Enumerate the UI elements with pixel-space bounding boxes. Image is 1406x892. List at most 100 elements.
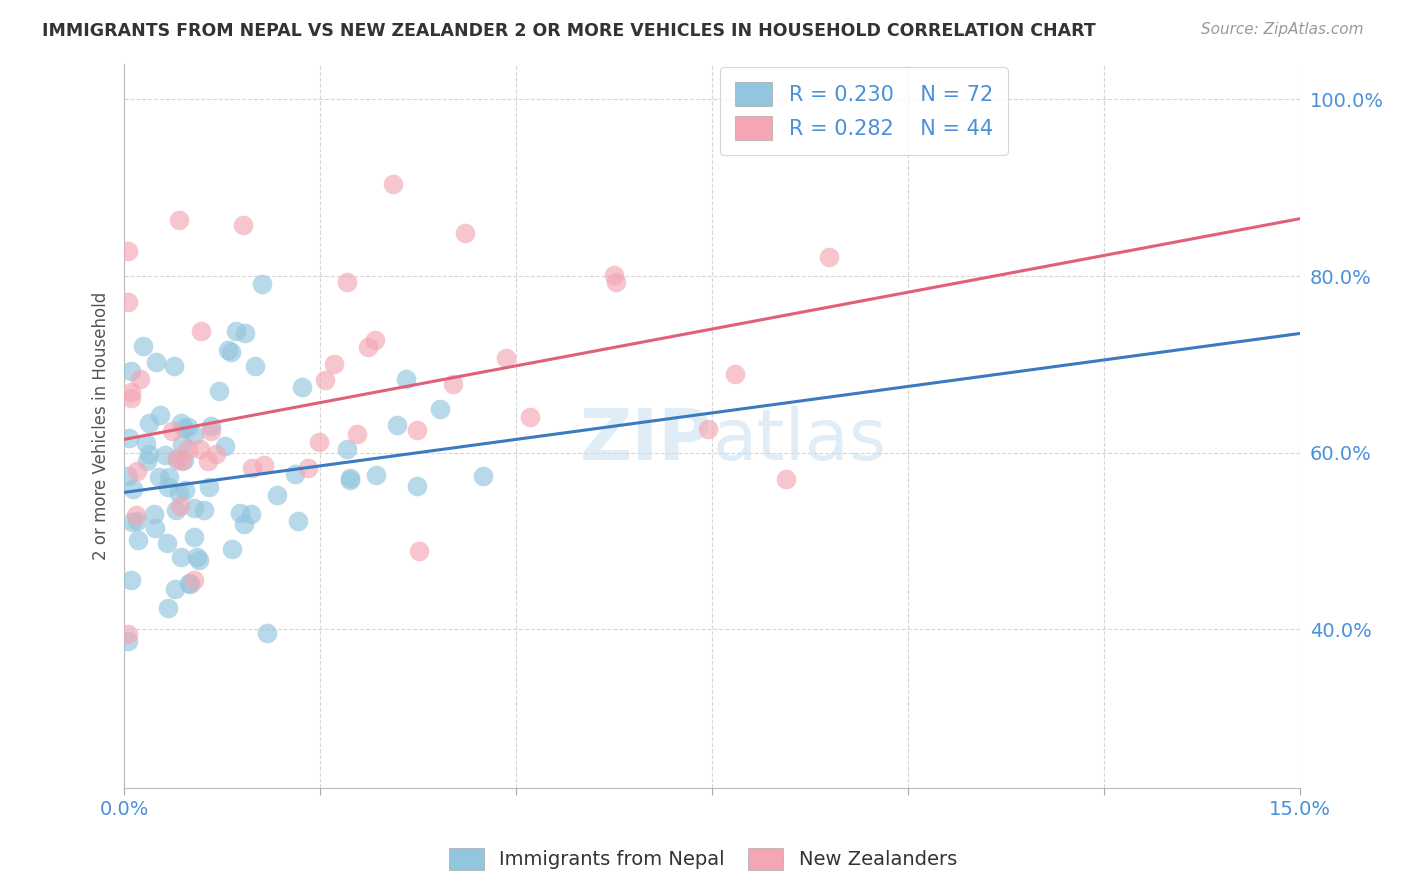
Point bbox=[454, 227, 477, 241]
Point bbox=[179, 575, 201, 590]
Point bbox=[117, 469, 139, 483]
Point bbox=[173, 453, 195, 467]
Point bbox=[183, 530, 205, 544]
Point bbox=[177, 420, 200, 434]
Point bbox=[163, 359, 186, 373]
Point bbox=[132, 339, 155, 353]
Point bbox=[127, 464, 149, 478]
Point bbox=[121, 516, 143, 530]
Point bbox=[170, 550, 193, 565]
Point bbox=[605, 275, 627, 289]
Point bbox=[117, 244, 139, 258]
Point bbox=[157, 470, 180, 484]
Point bbox=[172, 454, 194, 468]
Point bbox=[170, 416, 193, 430]
Point bbox=[495, 351, 517, 365]
Point bbox=[193, 503, 215, 517]
Point bbox=[174, 483, 197, 498]
Point bbox=[156, 536, 179, 550]
Point bbox=[183, 428, 205, 442]
Point bbox=[221, 541, 243, 556]
Point bbox=[346, 426, 368, 441]
Point bbox=[127, 514, 149, 528]
Point bbox=[122, 483, 145, 497]
Point bbox=[395, 372, 418, 386]
Point bbox=[818, 250, 841, 264]
Point bbox=[148, 469, 170, 483]
Point bbox=[233, 326, 256, 341]
Point bbox=[253, 458, 276, 473]
Point bbox=[243, 359, 266, 373]
Point bbox=[364, 467, 387, 482]
Point bbox=[200, 425, 222, 439]
Point bbox=[120, 385, 142, 400]
Point bbox=[156, 600, 179, 615]
Point bbox=[166, 450, 188, 465]
Point bbox=[336, 442, 359, 456]
Point bbox=[225, 324, 247, 338]
Point bbox=[284, 467, 307, 481]
Point bbox=[723, 367, 745, 381]
Text: ZIP: ZIP bbox=[581, 406, 713, 475]
Point bbox=[472, 469, 495, 483]
Point bbox=[170, 436, 193, 450]
Point bbox=[143, 521, 166, 535]
Point bbox=[775, 472, 797, 486]
Point bbox=[166, 453, 188, 467]
Point bbox=[120, 364, 142, 378]
Point bbox=[138, 417, 160, 431]
Point bbox=[162, 424, 184, 438]
Point bbox=[382, 178, 405, 192]
Point bbox=[429, 401, 451, 416]
Point bbox=[197, 480, 219, 494]
Point bbox=[603, 268, 626, 283]
Point bbox=[149, 408, 172, 422]
Point bbox=[291, 380, 314, 394]
Point bbox=[204, 447, 226, 461]
Point bbox=[441, 376, 464, 391]
Point bbox=[188, 442, 211, 456]
Point bbox=[385, 418, 408, 433]
Point bbox=[128, 372, 150, 386]
Point bbox=[232, 516, 254, 531]
Point bbox=[256, 626, 278, 640]
Point bbox=[177, 442, 200, 456]
Point bbox=[117, 294, 139, 309]
Point bbox=[173, 421, 195, 435]
Y-axis label: 2 or more Vehicles in Household: 2 or more Vehicles in Household bbox=[93, 292, 110, 560]
Text: Source: ZipAtlas.com: Source: ZipAtlas.com bbox=[1201, 22, 1364, 37]
Point bbox=[339, 473, 361, 487]
Point bbox=[408, 543, 430, 558]
Point bbox=[240, 461, 263, 475]
Point bbox=[117, 627, 139, 641]
Point bbox=[163, 582, 186, 596]
Point bbox=[232, 218, 254, 232]
Point bbox=[336, 275, 359, 289]
Point bbox=[165, 502, 187, 516]
Point bbox=[120, 391, 142, 405]
Point bbox=[179, 576, 201, 591]
Point bbox=[167, 486, 190, 500]
Point bbox=[314, 372, 336, 386]
Point bbox=[250, 277, 273, 292]
Point bbox=[214, 439, 236, 453]
Legend: Immigrants from Nepal, New Zealanders: Immigrants from Nepal, New Zealanders bbox=[441, 839, 965, 878]
Point bbox=[125, 508, 148, 522]
Point bbox=[364, 333, 387, 347]
Point bbox=[308, 434, 330, 449]
Point bbox=[142, 507, 165, 521]
Point bbox=[188, 553, 211, 567]
Text: atlas: atlas bbox=[713, 406, 887, 475]
Point bbox=[118, 431, 141, 445]
Point bbox=[208, 384, 231, 398]
Point bbox=[406, 424, 429, 438]
Point bbox=[153, 449, 176, 463]
Point bbox=[197, 454, 219, 468]
Point bbox=[357, 341, 380, 355]
Point bbox=[169, 499, 191, 513]
Point bbox=[200, 418, 222, 433]
Point bbox=[183, 573, 205, 587]
Point bbox=[406, 478, 429, 492]
Point bbox=[219, 345, 242, 359]
Point bbox=[190, 324, 212, 338]
